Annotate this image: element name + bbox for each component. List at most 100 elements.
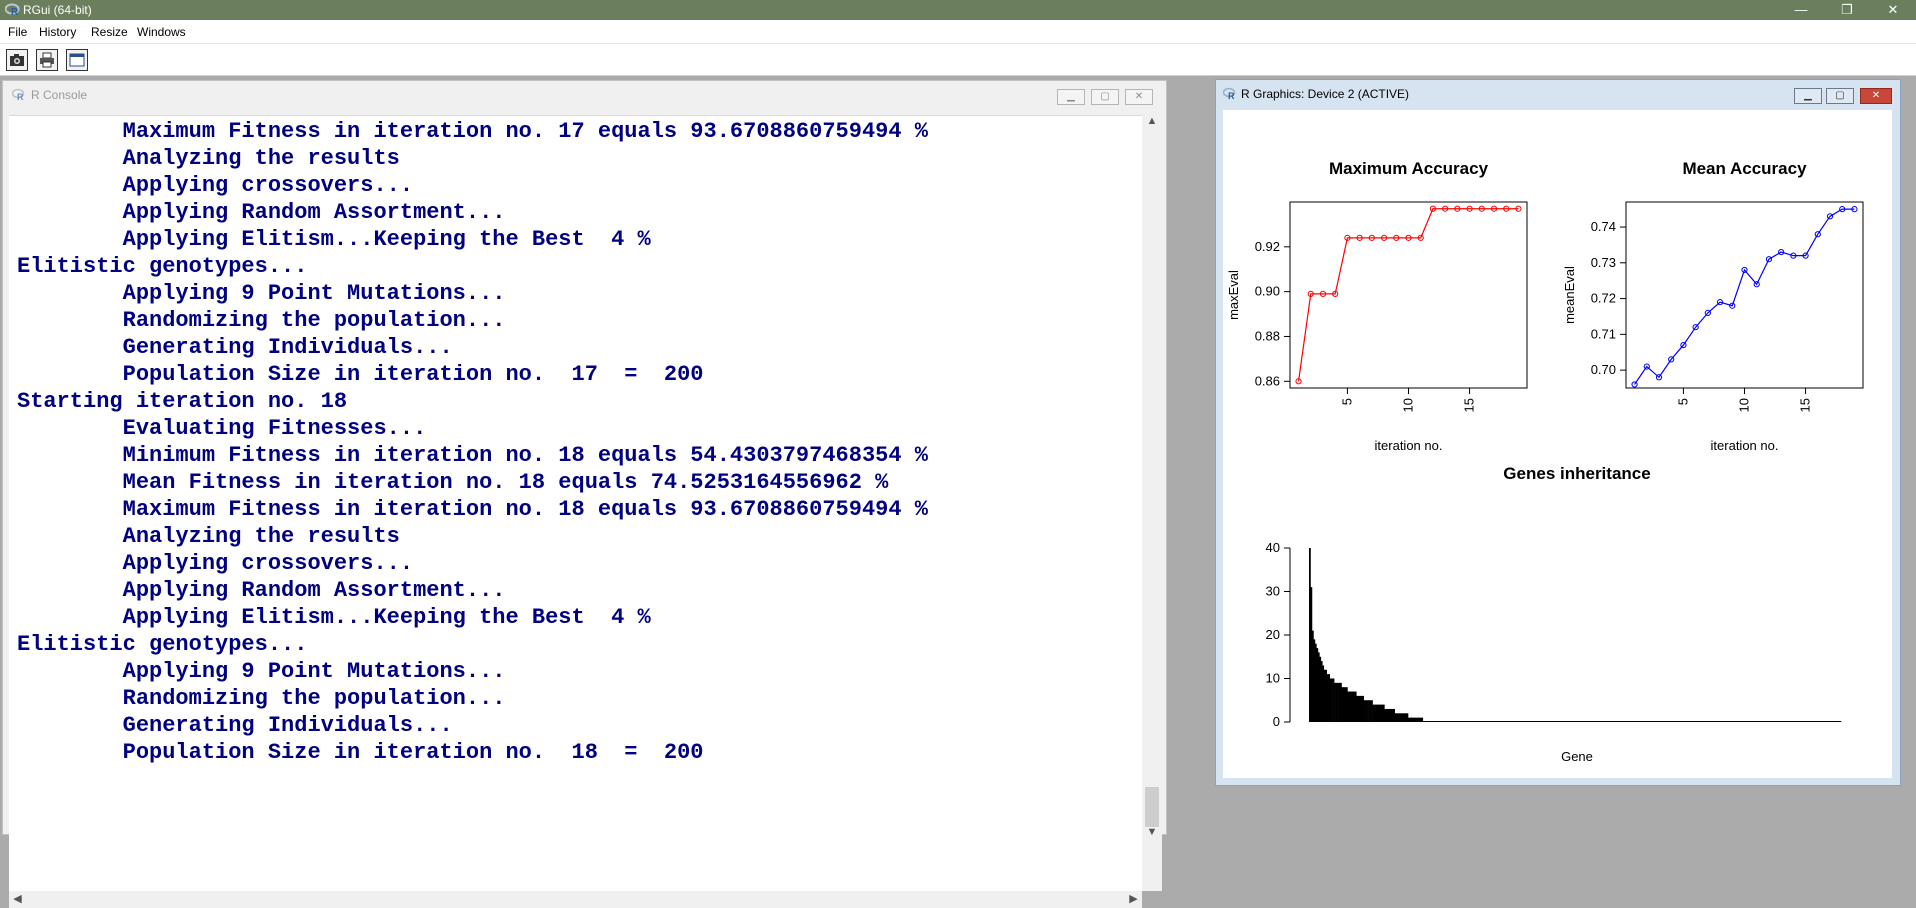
gene-bar: [1517, 721, 1520, 722]
gene-bar: [1363, 700, 1366, 722]
gene-bar: [1637, 721, 1639, 722]
restore-icon[interactable]: ❐: [1841, 2, 1853, 17]
gene-bar: [1814, 721, 1817, 722]
gene-bar: [1690, 721, 1693, 722]
gene-bar: [1319, 656, 1322, 722]
scroll-down-icon[interactable]: ▼: [1146, 826, 1158, 838]
gene-bar: [1759, 721, 1762, 722]
gene-bar: [1678, 721, 1681, 722]
console-close-icon[interactable]: ✕: [1125, 89, 1153, 105]
gene-bar: [1619, 721, 1622, 722]
camera-button[interactable]: [6, 49, 28, 71]
gene-bar: [1495, 721, 1497, 722]
close-icon[interactable]: ✕: [1887, 2, 1899, 17]
gene-bar: [1696, 721, 1698, 722]
data-point: [1332, 290, 1339, 297]
gene-bar: [1360, 695, 1363, 722]
gene-bar: [1501, 721, 1503, 722]
gene-bar: [1582, 721, 1585, 722]
scroll-right-icon[interactable]: ▶: [1129, 893, 1138, 905]
gene-bar: [1474, 721, 1477, 722]
gene-bar: [1399, 713, 1401, 722]
window-icon: [69, 53, 85, 67]
gene-bar: [1681, 721, 1684, 722]
menu-history[interactable]: History: [39, 25, 77, 39]
gene-bar: [1798, 721, 1800, 722]
gene-bar: [1442, 721, 1444, 722]
gene-bar: [1357, 695, 1360, 722]
console-minimize-icon[interactable]: ▁: [1057, 89, 1085, 105]
menu-resize[interactable]: Resize: [91, 25, 128, 39]
scrollbar-thumb[interactable]: [1145, 787, 1159, 827]
gene-bar: [1734, 721, 1737, 722]
gene-bar: [1595, 721, 1598, 722]
gene-bar: [1687, 721, 1690, 722]
gene-bar: [1710, 721, 1713, 722]
gene-bar: [1368, 700, 1370, 722]
gene-bar: [1345, 687, 1348, 722]
console-line: Elitistic genotypes...: [17, 254, 308, 279]
gene-bar: [1789, 721, 1792, 722]
gene-bar: [1761, 721, 1763, 722]
gene-bar: [1736, 721, 1738, 722]
gene-bar: [1836, 721, 1839, 722]
gene-bar: [1606, 721, 1608, 722]
data-point: [1295, 378, 1302, 385]
gene-bar: [1804, 721, 1806, 722]
gene-bar: [1329, 678, 1332, 722]
plot-area: Maximum Accuracy 0.86 0.88 0.90 0.92 5 10 15 ite…: [1223, 110, 1892, 778]
gene-bar: [1824, 721, 1827, 722]
gene-bar: [1625, 721, 1628, 722]
gene-bar: [1455, 721, 1458, 722]
console-line: Applying crossovers...: [17, 551, 414, 576]
gene-bar: [1351, 691, 1354, 722]
graphics-minimize-icon[interactable]: ▁: [1794, 88, 1822, 104]
gene-bar: [1839, 721, 1842, 722]
window-button[interactable]: [66, 49, 88, 71]
gene-bar: [1489, 721, 1492, 722]
gene-bar: [1801, 721, 1803, 722]
gene-bar: [1812, 721, 1815, 722]
print-button[interactable]: [36, 49, 58, 71]
menu-file[interactable]: File: [8, 25, 28, 39]
scroll-left-icon[interactable]: ◀: [13, 893, 22, 905]
vertical-scrollbar[interactable]: ▲ ▼: [1142, 115, 1162, 891]
svg-text:R: R: [17, 92, 24, 101]
data-point: [1380, 234, 1388, 241]
gene-bar: [1344, 687, 1347, 722]
minimize-icon[interactable]: —: [1794, 2, 1808, 17]
plot-frame: [1625, 201, 1864, 389]
console-text: Maximum Fitness in iteration no. 17 equa…: [9, 116, 1142, 766]
gene-bar: [1424, 721, 1427, 722]
console-output[interactable]: Maximum Fitness in iteration no. 17 equa…: [9, 115, 1142, 892]
menu-windows[interactable]: Windows: [137, 25, 186, 39]
svg-text:R: R: [11, 7, 19, 17]
gene-bar: [1468, 721, 1471, 722]
gene-bar: [1793, 721, 1796, 722]
gene-bar: [1826, 721, 1828, 722]
gene-bar: [1353, 691, 1356, 722]
gene-bar: [1350, 691, 1353, 722]
console-maximize-icon[interactable]: ▢: [1091, 89, 1119, 105]
gene-bar: [1730, 721, 1732, 722]
gene-bar: [1447, 721, 1450, 722]
x-tick-label: 5: [1339, 398, 1354, 405]
gene-bar: [1536, 721, 1539, 722]
gene-bar: [1575, 721, 1577, 722]
r-logo-icon: R: [1223, 87, 1236, 100]
gene-bar: [1820, 721, 1823, 722]
gene-bar: [1762, 721, 1765, 722]
gene-bar: [1610, 721, 1613, 722]
gene-bar: [1356, 695, 1359, 722]
gene-bar: [1644, 721, 1647, 722]
gene-bar: [1694, 721, 1697, 722]
gene-bar: [1651, 721, 1654, 722]
graphics-maximize-icon[interactable]: ▢: [1826, 88, 1854, 104]
scroll-up-icon[interactable]: ▲: [1146, 115, 1158, 127]
gene-bar: [1511, 721, 1514, 722]
console-line: Applying crossovers...: [17, 173, 414, 198]
horizontal-scrollbar[interactable]: ◀ ▶: [9, 891, 1142, 908]
gene-bar: [1453, 721, 1456, 722]
gene-bar: [1484, 721, 1487, 722]
graphics-close-icon[interactable]: ✕: [1860, 88, 1892, 104]
